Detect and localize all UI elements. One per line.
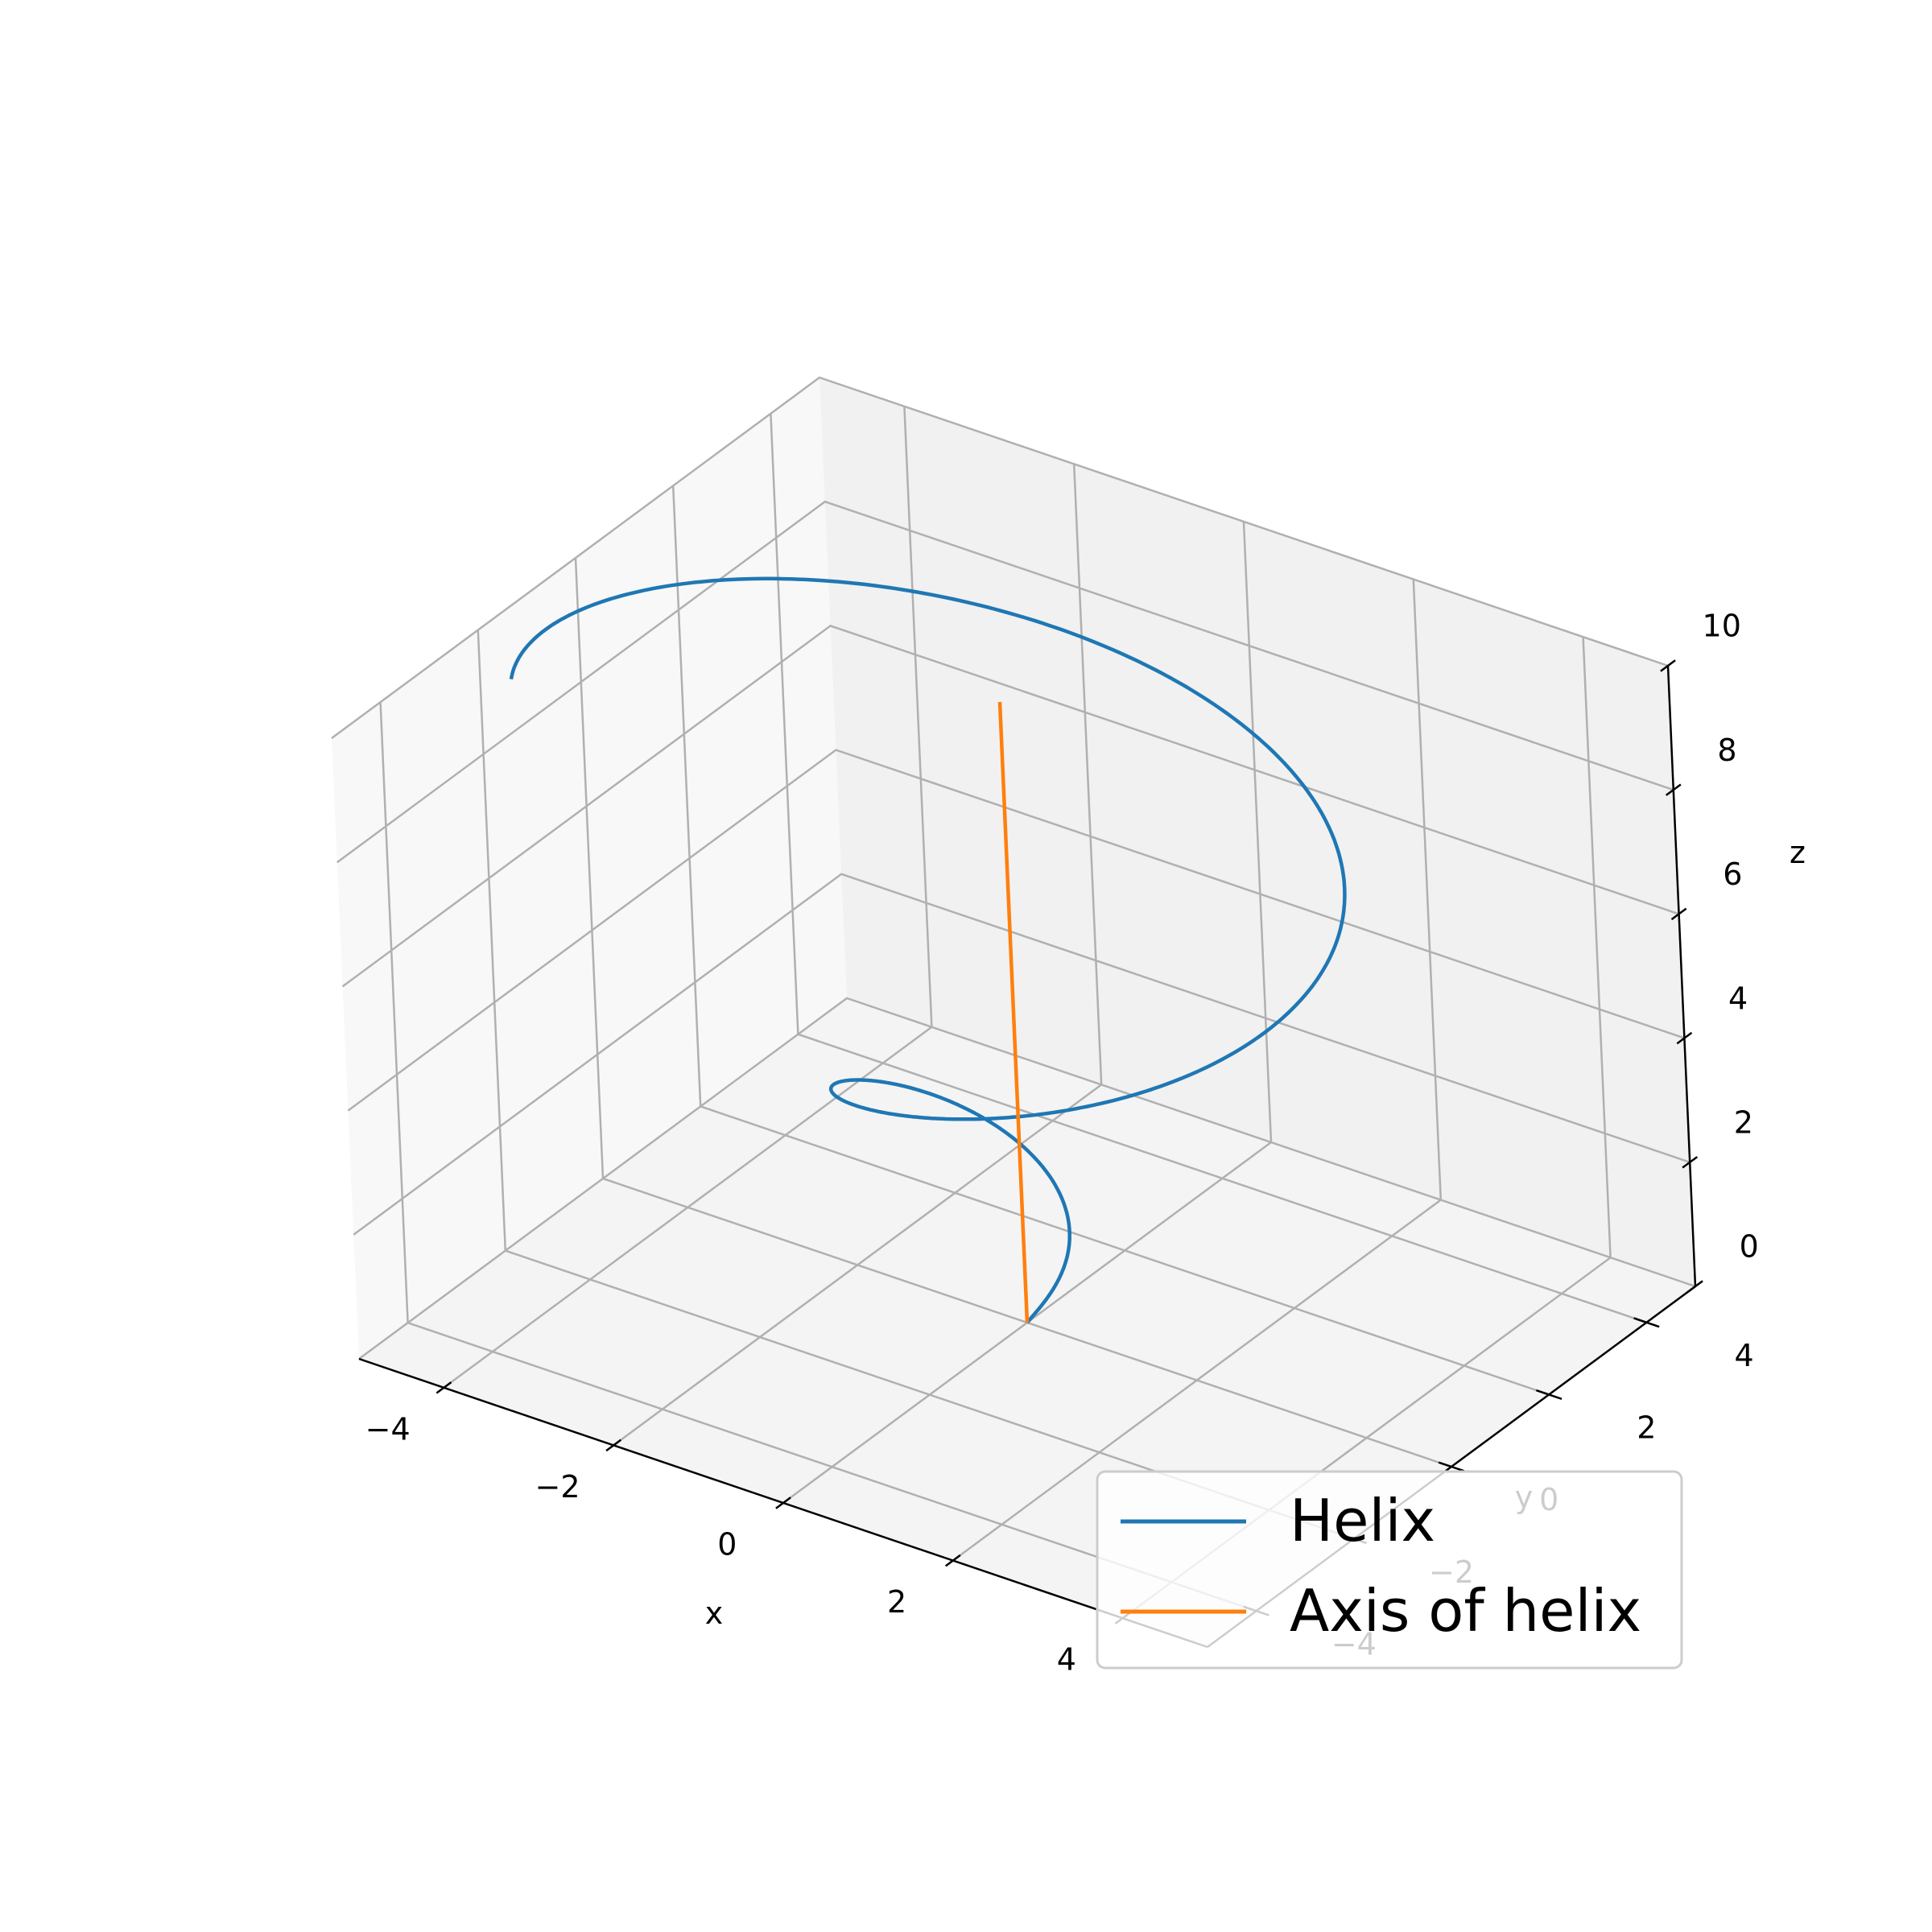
z-tick-mark — [1660, 659, 1676, 672]
y-tick-label: 2 — [1637, 1410, 1656, 1446]
grid-line-z — [358, 997, 1696, 1360]
x-tick-label: 0 — [717, 1527, 737, 1563]
grid-lines — [331, 376, 1696, 1620]
z-tick-label: 4 — [1728, 980, 1748, 1016]
z-tick-mark — [1687, 1280, 1703, 1293]
series-lines — [509, 576, 1347, 1324]
z-tick-mark — [1682, 1156, 1699, 1169]
x-tick-mark — [944, 1554, 961, 1567]
z-tick-mark — [1665, 783, 1682, 796]
helix-line — [509, 576, 1347, 1324]
y-tick-mark — [1438, 1461, 1465, 1472]
x-tick-mark — [436, 1381, 452, 1394]
z-axis-label: z — [1790, 835, 1806, 870]
z-tick-label: 6 — [1723, 857, 1742, 892]
z-tick-mark — [1670, 907, 1687, 921]
x-tick-label: −2 — [535, 1469, 580, 1505]
x-axis-label: x — [705, 1596, 724, 1631]
legend-label-helix: Helix — [1290, 1487, 1435, 1554]
legend-label-axis: Axis of helix — [1290, 1577, 1641, 1645]
z-tick-mark — [1676, 1031, 1693, 1045]
helix-axis-line — [997, 701, 1030, 1323]
y-tick-label: 4 — [1735, 1338, 1754, 1373]
x-tick-mark — [775, 1496, 791, 1509]
x-tick-label: 2 — [887, 1584, 906, 1620]
grid-line-z — [336, 500, 1674, 864]
legend: Helix Axis of helix — [1096, 1470, 1683, 1670]
grid-line-z — [341, 625, 1680, 988]
grid-line-z — [347, 749, 1685, 1112]
x-tick-label: 4 — [1057, 1642, 1076, 1678]
grid-line-z — [331, 376, 1669, 740]
y-tick-mark — [1633, 1317, 1660, 1328]
y-tick-mark — [1535, 1389, 1563, 1400]
z-tick-label: 0 — [1740, 1229, 1759, 1265]
z-tick-label: 10 — [1703, 609, 1741, 644]
x-tick-label: −4 — [365, 1411, 411, 1447]
z-tick-label: 8 — [1717, 733, 1736, 768]
grid-line-z — [353, 873, 1690, 1236]
z-tick-label: 2 — [1734, 1105, 1753, 1141]
z-axis-line — [1666, 665, 1697, 1287]
x-tick-mark — [605, 1439, 622, 1452]
